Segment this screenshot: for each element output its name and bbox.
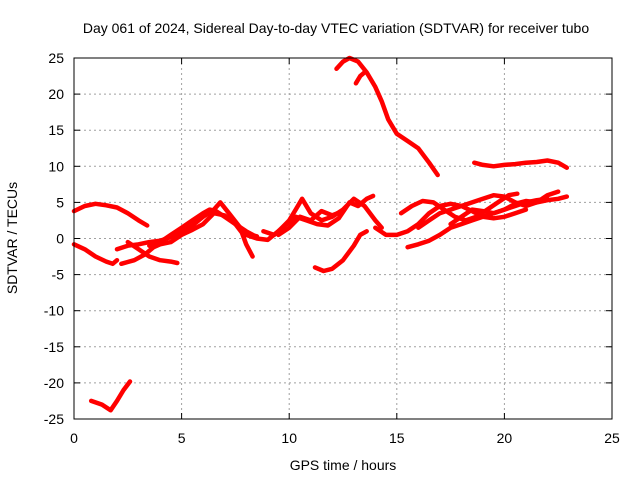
y-tick-label: -15 bbox=[44, 339, 64, 355]
plot-frame bbox=[73, 57, 613, 420]
series-s11 bbox=[312, 229, 369, 274]
series-s19 bbox=[472, 158, 570, 170]
data-series bbox=[71, 55, 570, 413]
series-s7 bbox=[147, 207, 260, 248]
y-tick-label: 25 bbox=[48, 50, 64, 66]
x-tick-label: 15 bbox=[389, 430, 405, 446]
x-tick-label: 0 bbox=[70, 430, 78, 446]
y-tick-label: -10 bbox=[44, 303, 64, 319]
x-tick-label: 5 bbox=[178, 430, 186, 446]
series-s14 bbox=[373, 201, 529, 238]
chart-title: Day 061 of 2024, Sidereal Day-to-day VTE… bbox=[83, 20, 590, 36]
y-tick-label: 15 bbox=[48, 122, 64, 138]
x-tick-label: 10 bbox=[281, 430, 297, 446]
series-s2 bbox=[71, 242, 120, 267]
tick-labels: 0 5 10 15 20 25 -25 -20 -15 -10 -5 0 5 10 15 20 25 bbox=[44, 50, 620, 446]
grid bbox=[74, 58, 612, 419]
y-tick-label: -5 bbox=[52, 267, 65, 283]
series-s6 bbox=[125, 239, 180, 266]
x-tick-label: 25 bbox=[604, 430, 620, 446]
series-s12 bbox=[334, 55, 440, 178]
x-tick-label: 20 bbox=[497, 430, 513, 446]
y-tick-label: -20 bbox=[44, 375, 64, 391]
y-tick-label: -25 bbox=[44, 411, 64, 427]
y-tick-label: 5 bbox=[56, 194, 64, 210]
series-s9 bbox=[261, 193, 376, 238]
series-s18 bbox=[448, 194, 570, 227]
series-s10 bbox=[276, 208, 346, 238]
y-tick-label: 10 bbox=[48, 158, 64, 174]
series-s3 bbox=[88, 379, 133, 413]
series-s13 bbox=[353, 70, 367, 86]
series-s1 bbox=[71, 201, 150, 228]
y-tick-label: 0 bbox=[56, 231, 64, 247]
y-tick-label: 20 bbox=[48, 86, 64, 102]
x-axis-label: GPS time / hours bbox=[290, 457, 397, 473]
y-axis-label: SDTVAR / TECUs bbox=[4, 182, 20, 294]
series-s5 bbox=[119, 210, 255, 267]
